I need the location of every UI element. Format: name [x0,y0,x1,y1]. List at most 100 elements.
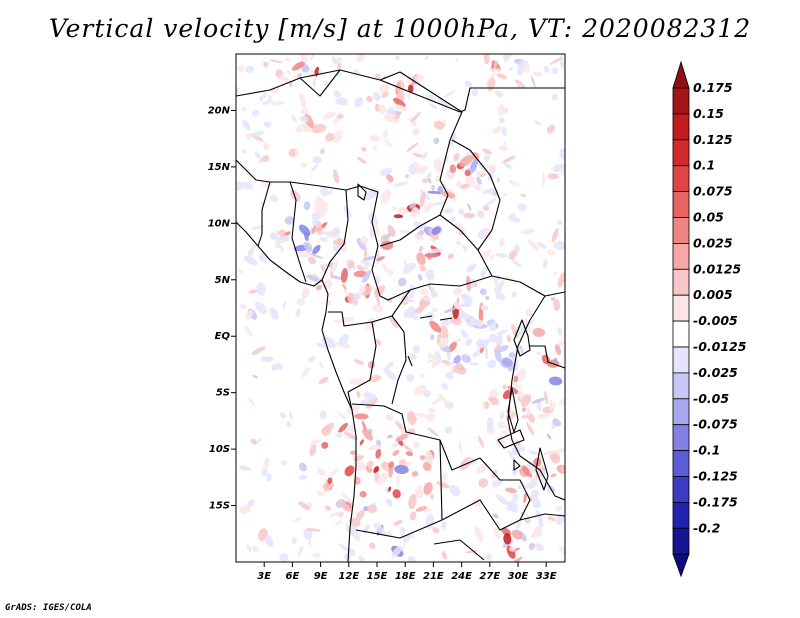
field-cell [382,263,389,272]
field-cell [372,222,380,236]
field-cell [359,439,364,446]
field-cell [496,344,509,353]
field-cell [419,191,426,208]
field-cell [528,450,538,456]
colorbar-label: -0.005 [693,313,738,328]
field-cell [550,473,557,478]
field-cell [279,553,289,562]
field-cell [438,393,449,406]
lake-outline [357,183,367,201]
field-cell [318,69,324,77]
colorbar-bottom-arrow [672,553,690,578]
field-cell [238,465,251,471]
field-cell [537,413,550,419]
field-cell [438,338,449,349]
field-cell [412,441,421,449]
field-cell [330,467,339,477]
field-cell [379,84,390,94]
field-cell [367,445,382,451]
field-cell [301,287,311,297]
colorbar: 0.175 0.15 0.125 0.1 0.075 0.05 0.025 0.0125 0.0… [672,60,747,578]
field-cell [315,196,325,208]
field-cell [402,262,416,274]
field-cell [455,309,470,320]
field-cell [399,299,416,303]
river-outline [407,315,453,367]
field-cell [465,550,479,554]
colorbar-label: -0.2 [693,520,720,535]
field-cell [278,243,284,253]
field-cell [453,302,462,310]
field-cell [334,520,343,526]
colorbar-label: 0.125 [693,132,733,147]
field-cell [385,414,394,421]
field-cell [543,449,557,456]
colorbar-label: -0.175 [693,494,738,509]
field-cell [247,247,255,258]
field-cell [309,253,324,259]
colorbar-label: -0.075 [693,417,738,432]
colorbar-swatch [672,424,690,452]
field-cell [432,527,440,534]
field-cell [469,362,479,366]
field-cell [488,68,502,72]
colorbar-label: 0.025 [693,235,733,250]
field-cell [323,278,331,288]
field-cell [363,391,377,401]
field-cell [397,206,409,214]
field-cell [505,487,518,494]
lat-tick-label: 15N [208,162,231,173]
field-cell [347,259,355,269]
lat-tick-label: 5S [216,388,230,399]
field-cell [406,373,415,382]
field-cell [269,59,284,64]
field-cell [523,492,527,503]
field-cell [547,249,556,256]
field-cell [413,161,421,170]
lake-outline [535,447,549,491]
field-cell [375,291,381,306]
lat-tick-label: 5N [215,275,231,286]
field-cell [333,319,345,323]
field-cell [387,434,393,438]
field-cell [294,148,299,157]
field-cell [399,230,411,234]
colorbar-label: 0.175 [693,80,733,95]
grads-credit: GrADS: IGES/COLA [5,603,92,613]
field-cell [311,225,317,235]
field-cell [337,499,343,506]
colorbar-swatch [672,320,690,348]
field-cell [557,220,563,226]
map-frame [235,53,566,563]
field-cell [261,155,270,162]
field-cell [337,62,342,70]
lon-tick-label: 3E [257,571,271,582]
field-cell [295,125,303,133]
field-cell [242,119,251,131]
field-cell [382,130,388,139]
field-cell [404,174,410,179]
field-cell [506,334,512,343]
field-cell [375,448,382,459]
field-cell [488,333,498,343]
field-cell [531,397,546,404]
field-cell [335,57,342,64]
field-cell [483,155,490,162]
border-line [371,245,493,301]
country-borders [236,69,565,562]
field-cell [444,426,453,434]
field-cell [245,133,252,140]
field-cell [300,107,309,116]
field-cell [451,315,462,326]
field-cell [552,358,558,363]
field-cell [368,374,382,383]
field-cell [279,411,286,419]
field-cell [494,349,502,363]
field-cell [517,60,525,76]
field-cell [395,433,408,442]
field-cell [378,104,387,114]
field-cell [332,169,340,184]
field-cell [498,145,509,152]
field-cell [458,440,462,454]
field-cell [392,449,400,457]
